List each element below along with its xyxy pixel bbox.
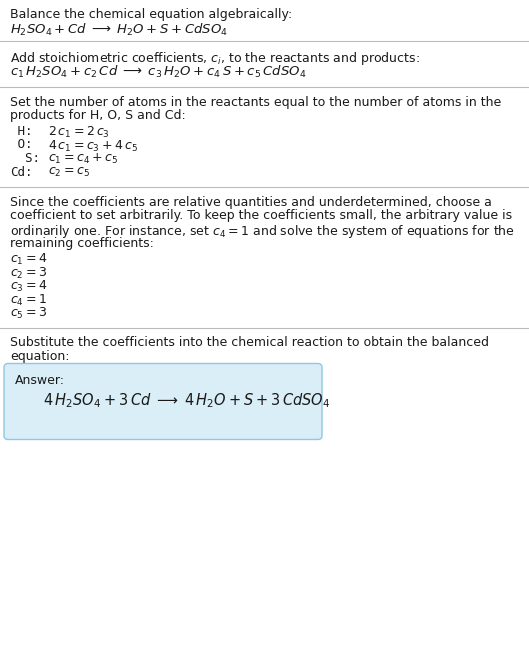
Text: $c_2 = 3$: $c_2 = 3$ [10,265,47,281]
Text: Answer:: Answer: [15,373,65,386]
Text: $c_4 = 1$: $c_4 = 1$ [10,292,47,307]
Text: $c_5 = 3$: $c_5 = 3$ [10,306,47,321]
Text: H:: H: [10,125,32,138]
FancyBboxPatch shape [4,364,322,439]
Text: $2\,c_1 = 2\,c_3$: $2\,c_1 = 2\,c_3$ [48,125,110,140]
Text: $c_1\,H_2SO_4 + c_2\,Cd \;\longrightarrow\; c_3\,H_2O + c_4\,S + c_5\,CdSO_4$: $c_1\,H_2SO_4 + c_2\,Cd \;\longrightarro… [10,63,306,80]
Text: O:: O: [10,138,32,151]
Text: Add stoichiometric coefficients, $c_i$, to the reactants and products:: Add stoichiometric coefficients, $c_i$, … [10,50,420,67]
Text: equation:: equation: [10,350,69,363]
Text: $4\,H_2SO_4 + 3\,Cd \;\longrightarrow\; 4\,H_2O + S + 3\,CdSO_4$: $4\,H_2SO_4 + 3\,Cd \;\longrightarrow\; … [43,391,330,410]
Text: $c_2 = c_5$: $c_2 = c_5$ [48,166,90,179]
Text: $c_1 = 4$: $c_1 = 4$ [10,252,48,267]
Text: Set the number of atoms in the reactants equal to the number of atoms in the: Set the number of atoms in the reactants… [10,96,501,109]
Text: remaining coefficients:: remaining coefficients: [10,237,154,250]
Text: Cd:: Cd: [10,166,32,179]
Text: ordinarily one. For instance, set $c_4 = 1$ and solve the system of equations fo: ordinarily one. For instance, set $c_4 =… [10,223,515,240]
Text: $4\,c_1 = c_3 + 4\,c_5$: $4\,c_1 = c_3 + 4\,c_5$ [48,138,138,153]
Text: Since the coefficients are relative quantities and underdetermined, choose a: Since the coefficients are relative quan… [10,196,492,209]
Text: S:: S: [10,152,40,165]
Text: Substitute the coefficients into the chemical reaction to obtain the balanced: Substitute the coefficients into the che… [10,336,489,349]
Text: $c_3 = 4$: $c_3 = 4$ [10,279,48,294]
Text: products for H, O, S and Cd:: products for H, O, S and Cd: [10,109,186,122]
Text: coefficient to set arbitrarily. To keep the coefficients small, the arbitrary va: coefficient to set arbitrarily. To keep … [10,210,512,223]
Text: $H_2SO_4 + Cd \;\longrightarrow\; H_2O + S + CdSO_4$: $H_2SO_4 + Cd \;\longrightarrow\; H_2O +… [10,21,228,38]
Text: $c_1 = c_4 + c_5$: $c_1 = c_4 + c_5$ [48,152,118,166]
Text: Balance the chemical equation algebraically:: Balance the chemical equation algebraica… [10,8,292,21]
